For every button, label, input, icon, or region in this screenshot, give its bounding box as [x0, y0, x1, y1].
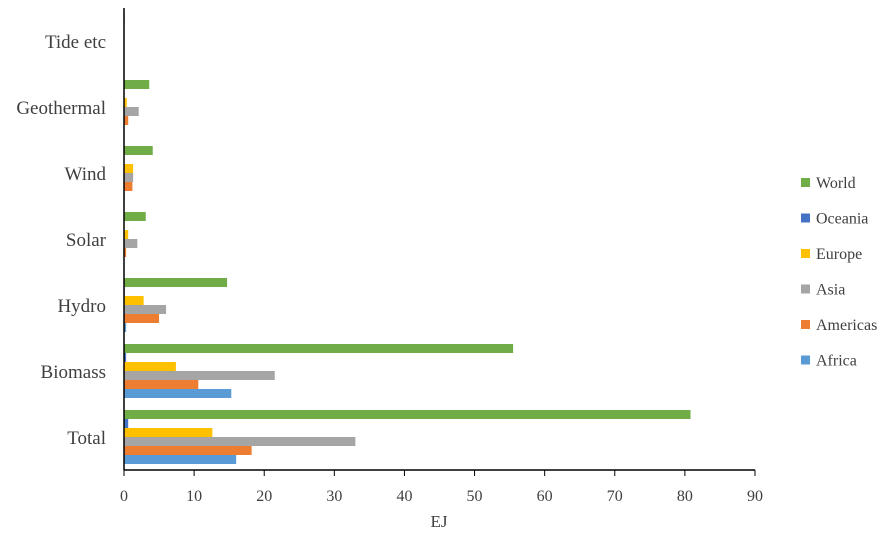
legend-label-asia: Asia	[816, 282, 845, 299]
category-label-geothermal: Geothermal	[16, 98, 106, 119]
bar-solar-asia	[124, 239, 138, 248]
bar-hydro-asia	[124, 305, 167, 314]
legend-swatch-americas	[801, 320, 810, 329]
bar-total-oceania	[124, 419, 129, 428]
bar-wind-europe	[124, 164, 134, 173]
x-tick-label-80: 80	[677, 488, 693, 505]
bar-geothermal-world	[124, 80, 150, 89]
bar-hydro-africa	[124, 323, 127, 332]
bar-solar-world	[124, 212, 146, 221]
bar-biomass-americas	[124, 380, 199, 389]
bar-total-asia	[124, 437, 356, 446]
x-tick-label-0: 0	[120, 488, 128, 505]
bar-hydro-europe	[124, 296, 144, 305]
bars-group	[124, 14, 691, 464]
legend-swatch-oceania	[801, 213, 810, 223]
bar-total-world	[124, 410, 691, 419]
x-tick-label-30: 30	[326, 488, 342, 505]
bar-total-africa	[124, 455, 237, 464]
x-tick-label-10: 10	[186, 488, 202, 505]
legend: World Oceania Europe Asia Americas Africa	[801, 175, 877, 370]
category-label-total: Total	[67, 428, 106, 449]
bar-total-europe	[124, 428, 213, 437]
bar-geothermal-europe	[124, 98, 127, 107]
legend-swatch-asia	[801, 284, 810, 294]
x-tick-label-50: 50	[467, 488, 483, 505]
category-label-biomass: Biomass	[41, 362, 106, 383]
bar-solar-europe	[124, 230, 129, 239]
x-tick-label-90: 90	[747, 488, 763, 505]
bar-biomass-europe	[124, 362, 176, 371]
x-tick-label-20: 20	[256, 488, 272, 505]
x-tick-label-40: 40	[396, 488, 412, 505]
legend-label-africa: Africa	[816, 353, 857, 370]
category-labels: Total Biomass Hydro Solar Wind Geothermal Tide…	[16, 32, 106, 449]
bar-biomass-africa	[124, 389, 232, 398]
bar-hydro-americas	[124, 314, 160, 323]
legend-label-world: World	[816, 175, 856, 192]
legend-label-americas: Americas	[816, 317, 877, 334]
category-label-wind: Wind	[65, 164, 107, 185]
legend-label-oceania: Oceania	[816, 211, 868, 228]
bar-wind-asia	[124, 173, 134, 182]
x-tick-label-70: 70	[607, 488, 623, 505]
x-tick-label-60: 60	[537, 488, 553, 505]
bar-geothermal-asia	[124, 107, 139, 116]
bar-solar-americas	[124, 248, 127, 257]
bar-hydro-world	[124, 278, 228, 287]
bar-biomass-oceania	[124, 353, 127, 362]
bar-wind-americas	[124, 182, 133, 191]
legend-swatch-africa	[801, 355, 810, 365]
legend-swatch-world	[801, 178, 810, 187]
bar-total-americas	[124, 446, 252, 455]
legend-swatch-europe	[801, 249, 810, 258]
legend-label-europe: Europe	[816, 246, 862, 263]
bar-biomass-asia	[124, 371, 275, 380]
x-axis-ticks: 0 10 20 30 40 50 60 70 80 90	[120, 470, 763, 505]
category-label-hydro: Hydro	[57, 296, 106, 317]
category-label-solar: Solar	[66, 230, 107, 251]
bar-biomass-world	[124, 344, 514, 353]
bar-wind-world	[124, 146, 153, 155]
x-axis-title: EJ	[431, 512, 448, 531]
bar-geothermal-americas	[124, 116, 129, 125]
category-label-tide-etc: Tide etc	[45, 32, 106, 53]
